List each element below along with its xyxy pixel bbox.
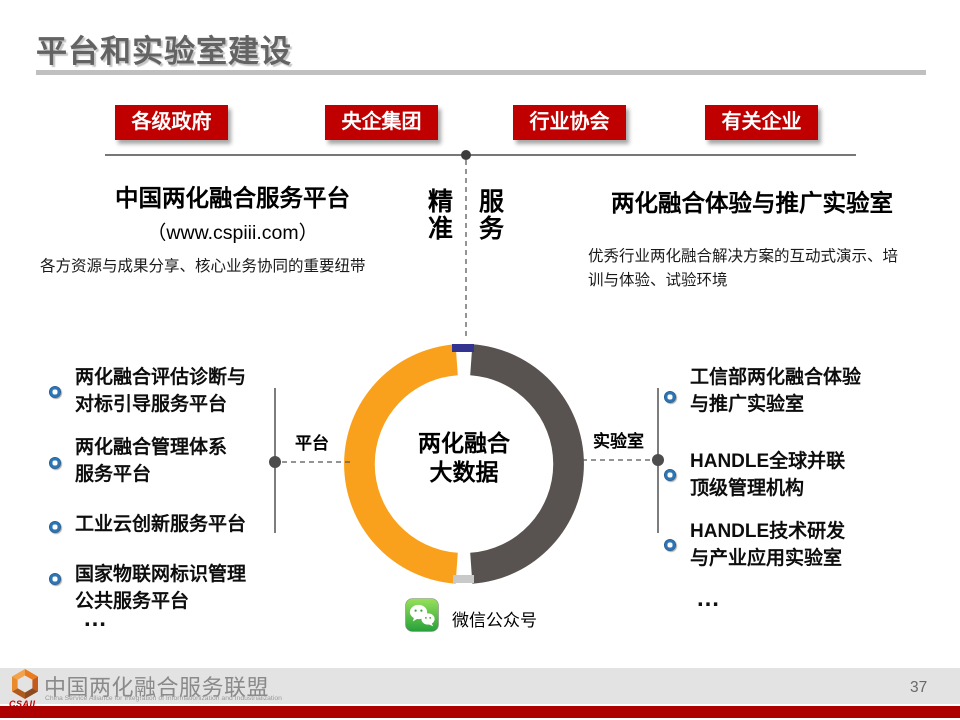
list-item: 两化融合评估诊断与 对标引导服务平台 bbox=[75, 367, 247, 415]
list-item: HANDLE全球并联 顶级管理机构 bbox=[690, 451, 846, 499]
hub-dot bbox=[461, 150, 471, 160]
donut-label-line2: 大数据 bbox=[429, 459, 499, 485]
right-branch-dot bbox=[652, 454, 664, 466]
gear-bullet-icon bbox=[49, 573, 61, 585]
badge-government: 各级政府 bbox=[115, 105, 228, 140]
left-list-ellipsis: … bbox=[83, 605, 107, 632]
gear-bullet-icon bbox=[664, 539, 676, 551]
donut-center-label: 两化融合 大数据 bbox=[399, 429, 529, 487]
platform-url: （www.cspiii.com） bbox=[146, 222, 319, 244]
lab-description: 优秀行业两化融合解决方案的互动式演示、培 训与体验、试验环境 bbox=[588, 245, 898, 293]
left-branch-dot bbox=[269, 456, 281, 468]
donut-left-half bbox=[344, 344, 458, 584]
donut-bottom-tick bbox=[453, 575, 474, 583]
page-number: 37 bbox=[910, 679, 928, 696]
footer-strip bbox=[0, 668, 960, 704]
donut-right-half bbox=[470, 344, 584, 584]
lab-description-line2: 训与体验、试验环境 bbox=[588, 272, 728, 289]
footer-org-name-cn: 中国两化融合服务联盟 bbox=[44, 675, 270, 700]
donut-top-tick bbox=[452, 344, 474, 352]
list-item: 工业云创新服务平台 bbox=[75, 514, 247, 535]
axis-label-service: 服务 bbox=[478, 188, 504, 243]
gear-bullet-icon bbox=[664, 469, 676, 481]
platform-description: 各方资源与成果分享、核心业务协同的重要纽带 bbox=[40, 258, 366, 275]
axis-label-precision: 精准 bbox=[427, 188, 453, 243]
list-item: HANDLE技术研发 与产业应用实验室 bbox=[690, 521, 846, 569]
footer-red-bar bbox=[0, 706, 960, 718]
footer-org-name-en: China Service Alliance for Integration o… bbox=[45, 695, 282, 702]
lab-description-line1: 优秀行业两化融合解决方案的互动式演示、培 bbox=[588, 248, 899, 265]
csaii-logo-text: CSAII bbox=[9, 699, 36, 709]
gear-bullet-icon bbox=[49, 521, 61, 533]
gear-bullet-icon bbox=[49, 457, 61, 469]
platform-title: 中国两化融合服务平台 bbox=[115, 185, 350, 211]
platform-headline: 中国两化融合服务平台 （www.cspiii.com） bbox=[85, 179, 380, 245]
gear-bullet-icon bbox=[49, 386, 61, 398]
page-title: 平台和实验室建设 bbox=[36, 34, 292, 69]
title-underline bbox=[36, 70, 926, 75]
list-item: 两化融合管理体系 服务平台 bbox=[75, 437, 228, 485]
list-item: 国家物联网标识管理 公共服务平台 bbox=[75, 564, 247, 612]
branch-label-lab: 实验室 bbox=[593, 432, 644, 451]
wechat-icon bbox=[405, 598, 439, 632]
donut-label-line1: 两化融合 bbox=[418, 430, 510, 456]
badge-enterprises: 有关企业 bbox=[705, 105, 818, 140]
badge-association: 行业协会 bbox=[513, 105, 626, 140]
gear-bullet-icon bbox=[664, 391, 676, 403]
csaii-logo-icon bbox=[12, 669, 38, 699]
lab-title: 两化融合体验与推广实验室 bbox=[611, 190, 893, 216]
badge-central-soe: 央企集团 bbox=[325, 105, 438, 140]
wechat-account-label: 微信公众号 bbox=[452, 611, 537, 630]
branch-label-platform: 平台 bbox=[295, 434, 329, 453]
list-item: 工信部两化融合体验 与推广实验室 bbox=[690, 367, 862, 415]
lab-headline: 两化融合体验与推广实验室 bbox=[597, 184, 907, 218]
right-list-ellipsis: … bbox=[696, 585, 720, 612]
